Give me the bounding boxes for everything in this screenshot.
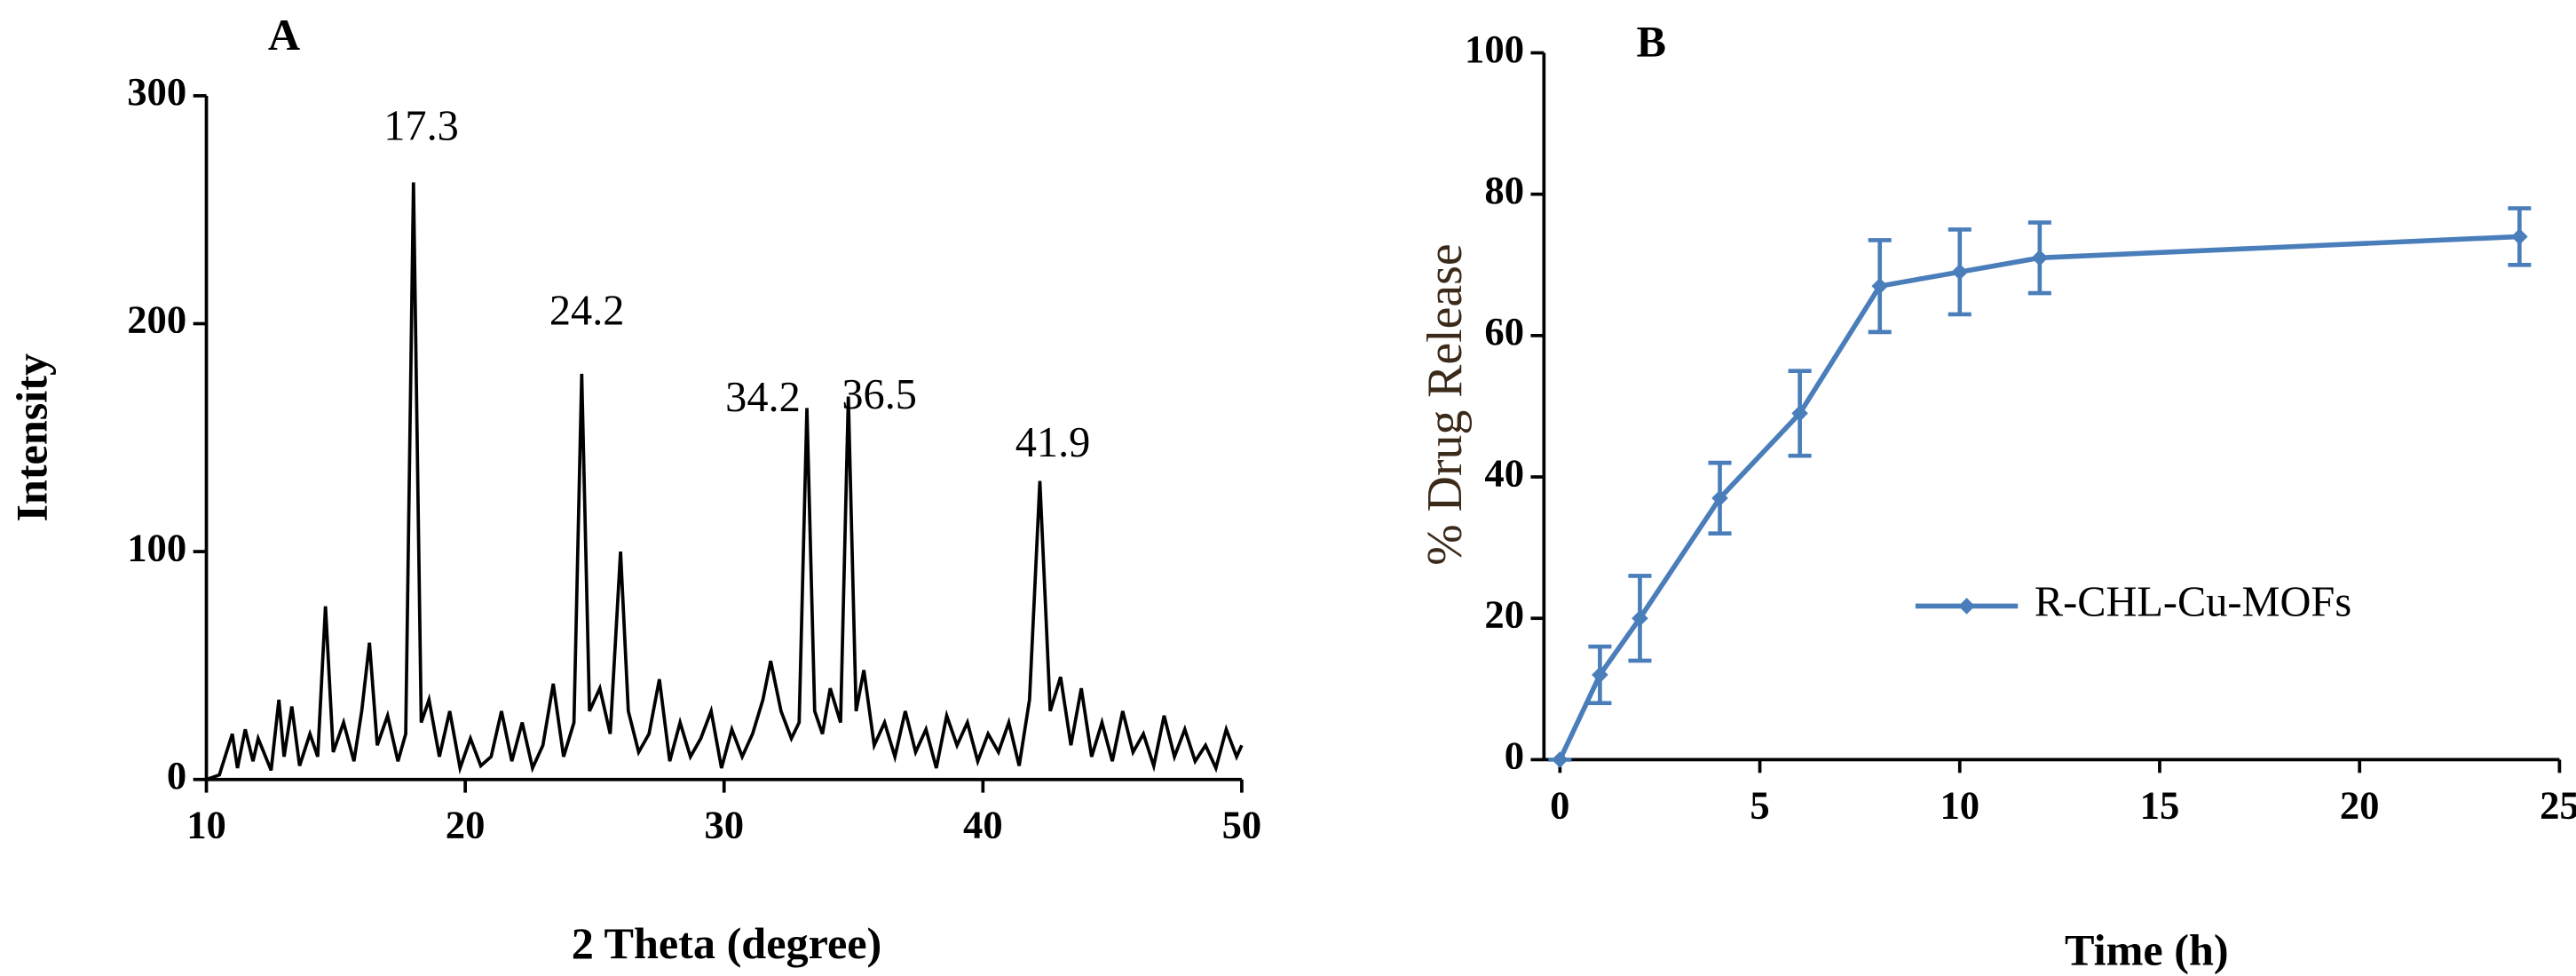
marker xyxy=(1552,751,1569,768)
x-tick-label: 10 xyxy=(186,803,226,847)
y-axis-label: % Drug Release xyxy=(1418,243,1473,565)
marker xyxy=(1592,666,1608,684)
annotation: 34.2 xyxy=(725,374,801,421)
x-tick-label: 20 xyxy=(2340,782,2380,827)
x-tick-label: 25 xyxy=(2540,782,2576,827)
y-tick-label: 0 xyxy=(167,753,186,797)
y-tick-label: 200 xyxy=(127,298,186,342)
marker xyxy=(1711,489,1728,507)
marker xyxy=(2511,228,2528,245)
x-tick-label: 40 xyxy=(963,803,1003,847)
annotation: 24.2 xyxy=(549,287,625,334)
y-tick-label: 300 xyxy=(127,69,186,114)
marker xyxy=(1951,263,1969,281)
y-tick-label: 40 xyxy=(1484,450,1524,495)
chart-title: A xyxy=(268,10,300,60)
marker xyxy=(1791,405,1808,422)
y-tick-label: 100 xyxy=(1465,27,1524,71)
x-axis-label: Time (h) xyxy=(2065,924,2229,974)
legend-marker xyxy=(1958,598,1975,615)
x-tick-label: 0 xyxy=(1550,782,1569,827)
y-axis-label: Intensity xyxy=(6,353,56,522)
y-tick-label: 0 xyxy=(1505,734,1524,778)
x-tick-label: 5 xyxy=(1750,782,1769,827)
data-line xyxy=(1557,234,2520,761)
y-tick-label: 80 xyxy=(1484,168,1524,212)
x-tick-label: 15 xyxy=(2140,782,2180,827)
x-tick-label: 30 xyxy=(704,803,744,847)
annotation: 17.3 xyxy=(383,102,459,149)
y-tick-label: 60 xyxy=(1484,309,1524,353)
y-tick-label: 100 xyxy=(127,525,186,569)
x-tick-label: 10 xyxy=(1940,782,1979,827)
x-axis-label: 2 Theta (degree) xyxy=(572,918,882,968)
legend-label: R-CHL-Cu-MOFs xyxy=(2035,579,2351,626)
annotation: 41.9 xyxy=(1015,419,1091,466)
y-tick-label: 20 xyxy=(1484,591,1524,636)
chart-title: B xyxy=(1637,17,1667,67)
data-line xyxy=(205,182,1244,782)
x-tick-label: 50 xyxy=(1222,803,1262,847)
marker xyxy=(1632,609,1648,627)
marker xyxy=(2031,250,2049,266)
annotation: 36.5 xyxy=(842,371,917,418)
x-tick-label: 20 xyxy=(446,803,486,847)
